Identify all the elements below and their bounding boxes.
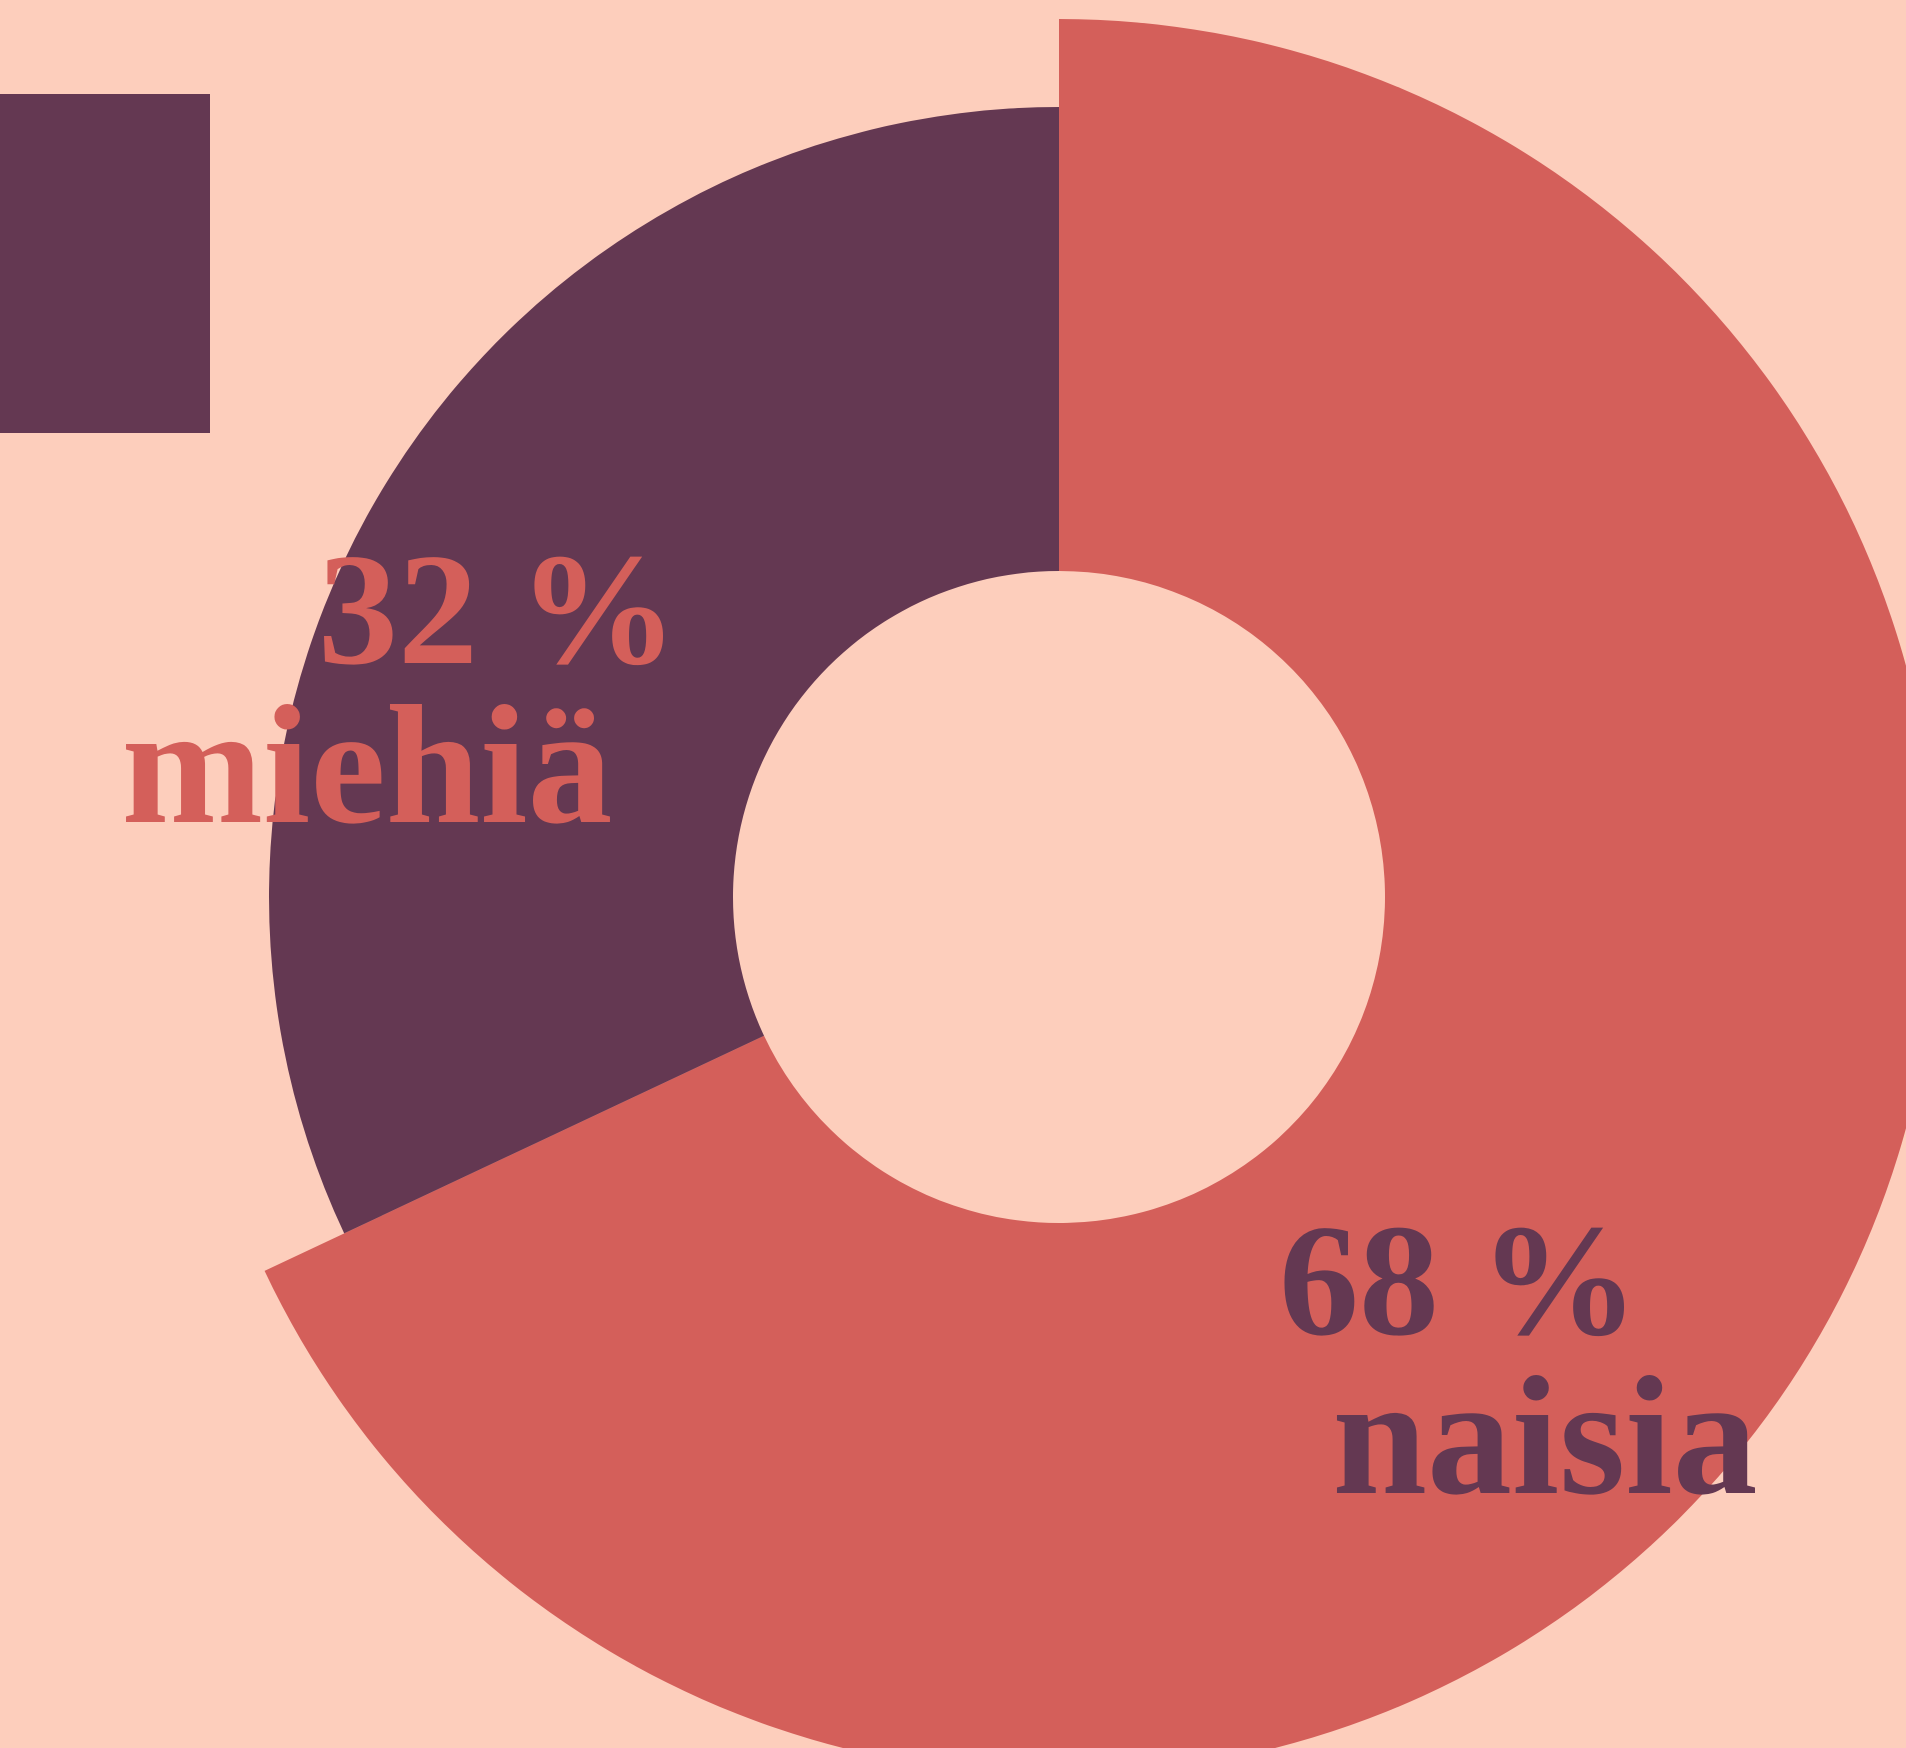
category-label: miehiä xyxy=(121,671,612,859)
category-label: naisia xyxy=(1332,1342,1757,1530)
pie-slice xyxy=(264,19,1906,1748)
decor-block xyxy=(0,94,210,433)
value-label: 32 % xyxy=(318,520,678,698)
value-label: 68 % xyxy=(1279,1191,1639,1369)
pie-slice xyxy=(268,107,1060,1234)
